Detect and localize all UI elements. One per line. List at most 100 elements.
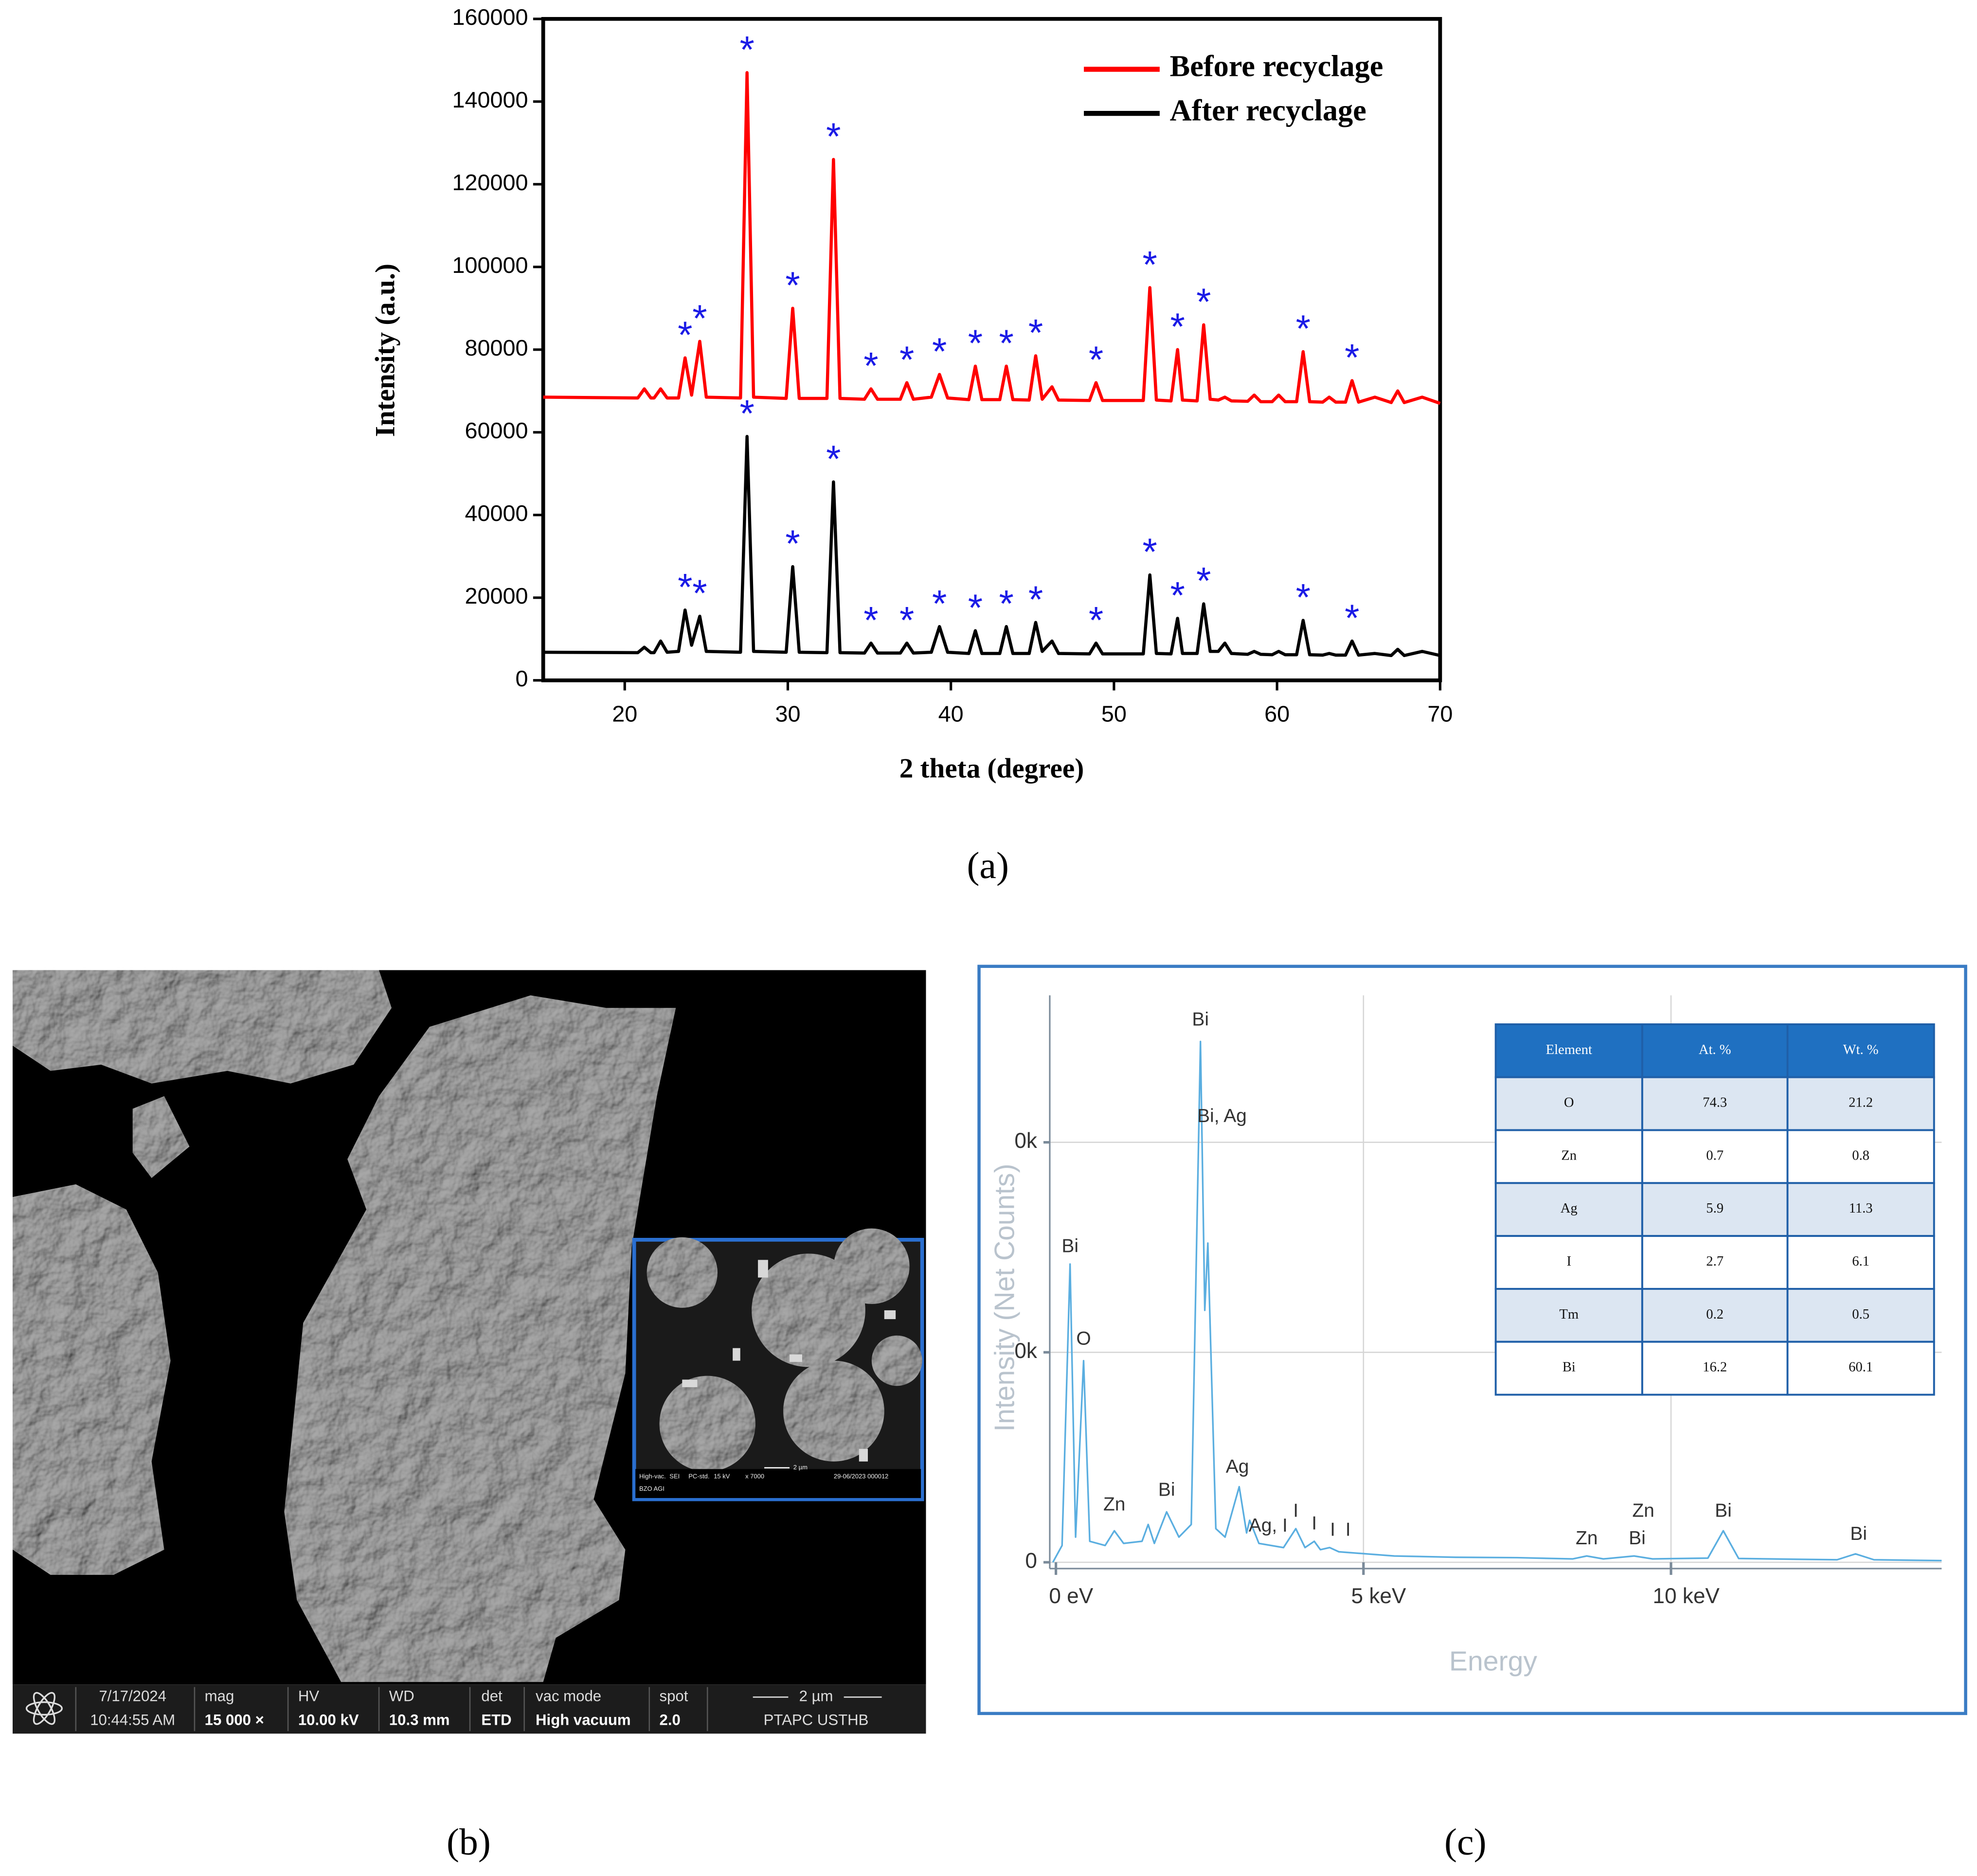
peak-marker: * [1089,339,1103,381]
particle [12,1184,171,1575]
peak-marker: * [999,322,1014,364]
peak-marker: * [1089,599,1103,641]
inset-info-bar [635,1469,921,1498]
x-tick-label: 30 [775,701,800,727]
xrd-panel: (a) 0 20000 40000 60000 80000 100000 120000 140… [370,4,1453,886]
peak-marker: * [692,572,707,614]
table-text: 16.2 [1703,1360,1727,1375]
sem-field-value: 10.3 mm [389,1712,450,1729]
orbit [33,1692,55,1725]
sem-field-value: ETD [481,1712,511,1729]
peak-marker: * [1196,560,1211,602]
peak-marker: * [1170,306,1185,348]
y-tick-label: 80000 [465,335,528,360]
peak-label: O [1076,1328,1091,1349]
peak-label: I [1312,1513,1317,1534]
peak-marker: * [1345,337,1359,379]
table-text: 60.1 [1849,1360,1873,1375]
sem-particles [12,970,676,1682]
peak-label: Ag [1226,1456,1249,1477]
panel-label: (c) [1444,1821,1486,1863]
crystal [758,1260,768,1278]
table-cell [1641,1235,1789,1290]
peak-marker: * [999,583,1014,625]
peak-marker: * [739,29,754,71]
y-tick-label: 40000 [465,500,528,526]
peak-label: I [1293,1501,1298,1521]
grain [659,1376,755,1472]
y-tick-label: 0k [1014,1339,1038,1363]
table-header-cell [1786,1023,1935,1078]
peak-marker: * [1196,281,1211,323]
y-tick-label: 0 [515,666,528,691]
sem-date: 7/17/2024 [99,1687,166,1704]
peak-marker: * [678,314,692,356]
peak-label: I [1330,1519,1335,1540]
inset-particles [647,1228,922,1472]
x-tick-label: 5 keV [1351,1584,1406,1608]
peak-marker: * [932,583,947,625]
table-header: At. % [1699,1042,1731,1057]
peak-label: Bi [1192,1009,1209,1030]
table-cell [1494,1076,1643,1131]
table-cell [1641,1182,1789,1237]
y-tick-label: 160000 [452,4,528,30]
grain [783,1360,884,1462]
table-text: 0.2 [1706,1307,1724,1322]
sem-field-name: spot [660,1687,688,1704]
table-cell [1786,1129,1935,1184]
sem-field-value: 2.0 [660,1712,681,1729]
peak-marker: * [1345,597,1359,639]
legend-label: Before recyclage [1170,50,1384,83]
table-text: 0.8 [1852,1148,1869,1163]
peak-label: Bi [1629,1528,1646,1549]
sem-field-value: 15 000 × [205,1712,264,1729]
eds-panel: (c) 0 0k 0k 0 eV 5 keV 10 keV Energy Intensity … [977,965,1967,1863]
grain [871,1335,922,1386]
peak-marker: * [1296,577,1311,619]
table-text: 2.7 [1706,1254,1724,1269]
table-text: 0.5 [1852,1307,1869,1322]
peak-marker: * [1170,574,1185,616]
peak-label: I [1346,1519,1351,1540]
peak-marker: * [863,599,878,641]
data-line [543,435,1441,658]
peak-marker: * [1296,308,1311,350]
peak-marker: * [932,331,947,373]
atom-icon [25,1692,63,1725]
sem-field-name: det [481,1687,503,1704]
grain [752,1253,865,1367]
x-tick-label: 20 [612,701,637,727]
sem-time: 10:44:55 AM [90,1712,175,1729]
table-text: I [1566,1254,1571,1269]
data-line [543,71,1441,405]
peak-marker: * [739,393,754,434]
peak-label: Bi [1061,1236,1078,1257]
peak-label: Bi, Ag [1197,1106,1247,1126]
table-header-cell [1494,1023,1643,1078]
inset-text: High-vac. [639,1472,666,1480]
sem-field-value: 10.00 kV [298,1712,359,1729]
y-tick-label: 0k [1014,1129,1038,1153]
x-axis-title: 2 theta (degree) [899,753,1084,784]
table-header-cell [1641,1023,1789,1078]
x-tick-label: 40 [938,701,964,727]
peak-label: Zn [1632,1501,1654,1521]
peak-label: Zn [1576,1528,1598,1549]
table-text: 5.9 [1706,1201,1724,1216]
table-text: 74.3 [1703,1095,1727,1110]
scale-bar-label: 2 µm [799,1687,833,1704]
crystal [682,1379,698,1387]
orbit [33,1692,55,1725]
y-tick-label: 100000 [452,252,528,278]
x-axis-title: Energy [1449,1645,1537,1677]
crystal [859,1448,868,1462]
peak-marker: * [1143,244,1157,286]
table-text: 6.1 [1852,1254,1869,1269]
table-text: O [1564,1095,1574,1110]
sem-field-name: mag [205,1687,234,1704]
x-tick-label: 70 [1427,701,1453,727]
crystal [790,1354,802,1362]
peak-marker: * [1028,312,1043,354]
